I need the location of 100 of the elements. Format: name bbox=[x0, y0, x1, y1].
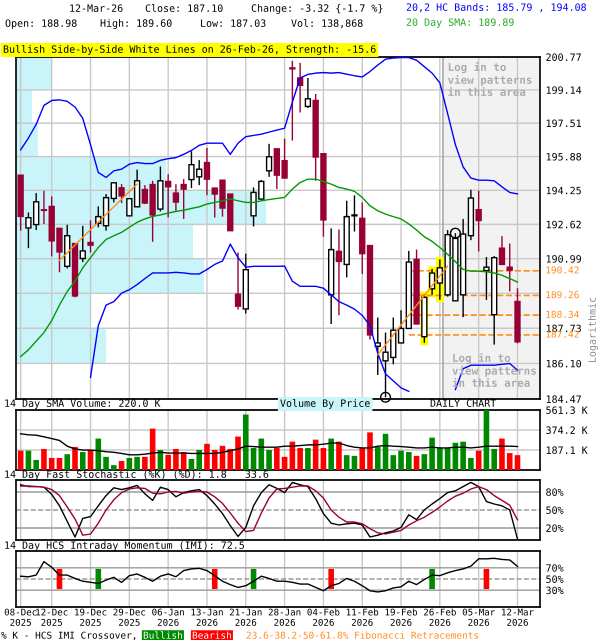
y-tick-label: 70% bbox=[546, 564, 564, 572]
candlestick bbox=[80, 225, 86, 263]
bar bbox=[429, 438, 435, 470]
x-tick-label: 08-Dec 2025 bbox=[4, 608, 36, 626]
bar bbox=[444, 448, 450, 470]
bar bbox=[118, 461, 124, 470]
bar bbox=[414, 456, 420, 470]
bar bbox=[235, 436, 241, 470]
bar bbox=[398, 450, 404, 470]
x-tick-label: 11-Feb 2026 bbox=[346, 608, 378, 626]
bar bbox=[142, 456, 148, 470]
bar bbox=[344, 455, 350, 470]
x-tick-label: 12-Dec 2025 bbox=[36, 608, 68, 626]
candlestick bbox=[506, 242, 513, 292]
bar bbox=[437, 448, 443, 470]
bar bbox=[204, 444, 210, 470]
candlestick bbox=[164, 173, 172, 218]
x-tick-label: 06-Jan 2026 bbox=[152, 608, 184, 626]
candlestick bbox=[266, 143, 272, 178]
line-series bbox=[20, 433, 518, 456]
y-tick-label: 187.73 bbox=[546, 324, 581, 332]
text: Open: 188.98 bbox=[6, 19, 77, 29]
bar bbox=[95, 438, 102, 470]
bar bbox=[320, 448, 326, 470]
text: Low: 187.03 bbox=[201, 19, 266, 27]
bar bbox=[64, 454, 70, 470]
text: 23.6-38.2-50-61.8% Fibonacci Retracements bbox=[246, 631, 478, 639]
y-tick-label: 187.1 K bbox=[546, 446, 588, 454]
bar bbox=[126, 458, 132, 470]
bar bbox=[336, 442, 342, 470]
bar bbox=[212, 450, 218, 470]
x-tick-label: 13-Jan 2026 bbox=[192, 608, 223, 626]
bar bbox=[165, 454, 171, 470]
y-tick-label: 561.3 K bbox=[546, 406, 588, 414]
bar bbox=[406, 452, 412, 470]
bar bbox=[220, 446, 226, 470]
x-tick-label: 21-Jan 2026 bbox=[230, 608, 262, 626]
bar bbox=[111, 465, 117, 470]
text: 20,2 HC Bands: 185.79 , 194.08 bbox=[406, 3, 586, 12]
bar bbox=[328, 438, 334, 470]
y-tick-label: 195.88 bbox=[546, 153, 582, 161]
y-tick-label: 192.62 bbox=[546, 220, 581, 228]
chart-title: 14 Day SMA Volume: 220.0 K bbox=[5, 399, 160, 409]
bar bbox=[468, 458, 474, 470]
x-tick-label: 12-Mar 2026 bbox=[502, 608, 534, 626]
bar bbox=[367, 432, 373, 470]
bar bbox=[180, 452, 186, 470]
text: 12-Mar-26 bbox=[70, 4, 123, 12]
x-tick-label: 29-Dec 2025 bbox=[113, 608, 146, 626]
ref-line-label: 190.42 bbox=[546, 266, 579, 274]
bar bbox=[422, 454, 428, 470]
x-tick-label: 04-Feb 2026 bbox=[307, 608, 340, 626]
x-tick-label: 19-Dec 2025 bbox=[75, 608, 106, 626]
text: Close: 187.10 bbox=[146, 4, 223, 12]
bar bbox=[499, 438, 505, 470]
chart-title: 14 Day HCS Intraday Momentum (IMI): 72.5 bbox=[5, 541, 244, 551]
y-tick-label: 197.51 bbox=[546, 120, 581, 128]
bar bbox=[476, 450, 482, 470]
y-tick-label: 190.99 bbox=[546, 255, 581, 263]
bar bbox=[250, 448, 256, 470]
y-tick-label: 20% bbox=[546, 524, 564, 532]
text: 20 Day SMA: 189.89 bbox=[406, 18, 514, 28]
candlestick bbox=[475, 190, 482, 252]
bar bbox=[452, 442, 458, 470]
bar bbox=[282, 456, 288, 470]
y-tick-label: 184.47 bbox=[546, 395, 581, 403]
text: Change: -3.32 {-1.7 %} bbox=[252, 4, 382, 14]
bar bbox=[491, 448, 497, 470]
bar bbox=[72, 446, 78, 470]
text: Bullish bbox=[144, 631, 182, 639]
bar bbox=[103, 456, 109, 470]
bar bbox=[312, 440, 318, 470]
text: High: 189.60 bbox=[100, 19, 172, 29]
candlestick bbox=[234, 252, 242, 310]
bar bbox=[374, 446, 381, 470]
text: Volume By Price bbox=[280, 399, 370, 409]
bar bbox=[359, 448, 366, 470]
bar bbox=[227, 448, 234, 470]
legend-title: % K - HCS IMI Crossover, bbox=[1, 632, 136, 640]
ref-line-label: 187.42 bbox=[546, 330, 579, 338]
candlestick bbox=[180, 178, 187, 220]
bar bbox=[88, 450, 94, 470]
y-tick-label: 50% bbox=[546, 506, 564, 514]
y-tick-label: 30% bbox=[546, 586, 564, 594]
bar bbox=[506, 453, 513, 470]
y-tick-label: 186.10 bbox=[546, 360, 582, 368]
y-axis-title: Logarithmic bbox=[588, 298, 598, 362]
bar bbox=[26, 450, 32, 470]
candlestick bbox=[336, 228, 342, 316]
ref-line-label: 189.26 bbox=[546, 291, 579, 298]
bar bbox=[18, 450, 24, 470]
bar bbox=[258, 438, 264, 470]
x-tick-label: 28-Jan 2026 bbox=[268, 608, 300, 626]
bar bbox=[242, 414, 249, 470]
bar bbox=[460, 442, 466, 470]
chart-title: Bullish Side-by-Side White Lines on 26-Feb-26, Strength: -15.6 bbox=[4, 45, 376, 55]
bar bbox=[134, 456, 140, 470]
bar bbox=[274, 448, 280, 470]
bar bbox=[56, 458, 62, 470]
y-tick-label: 80% bbox=[546, 488, 564, 496]
